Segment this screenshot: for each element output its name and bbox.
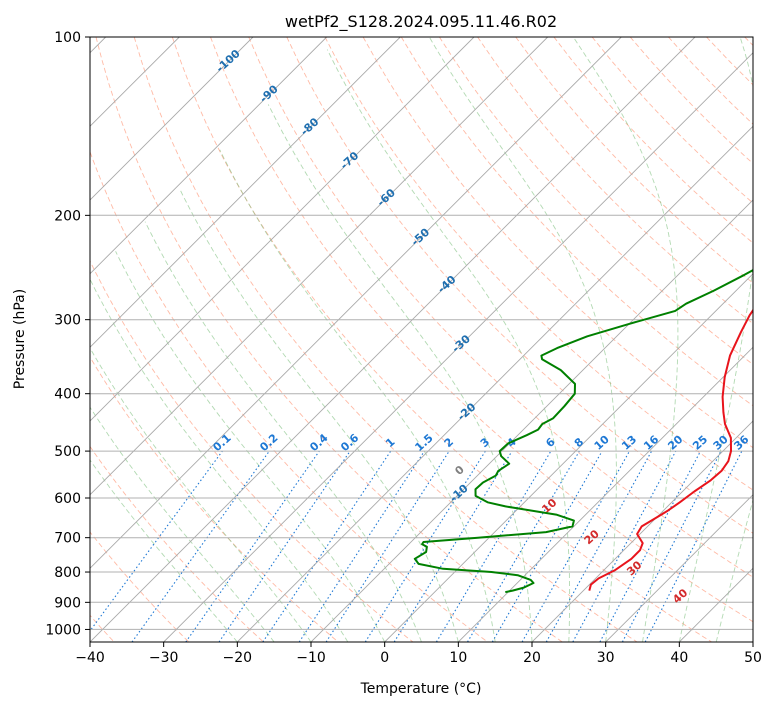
x-tick-label: 50 <box>744 650 762 666</box>
y-tick-label: 700 <box>54 531 81 547</box>
dry-adiabat-line <box>324 37 753 491</box>
moist-adiabat-line <box>715 498 753 642</box>
plot-frame <box>89 36 754 643</box>
isotherm-line <box>457 346 753 642</box>
dewpoint-profile-line <box>413 268 753 594</box>
y-tick-label: 600 <box>54 491 81 507</box>
y-tick-label: 100 <box>54 30 81 46</box>
y-tick-label: 1000 <box>45 622 81 638</box>
isotherm-line <box>236 125 753 642</box>
y-tick-label: 500 <box>54 444 81 460</box>
isotherm-line <box>90 37 254 201</box>
x-tick-label: 10 <box>449 650 467 666</box>
moist-adiabat-line <box>428 37 617 642</box>
moist-adiabat-line <box>326 49 571 642</box>
isotherm-line <box>163 52 753 642</box>
y-tick-label: 400 <box>54 387 81 403</box>
isotherms <box>90 37 753 642</box>
x-tick-label: −10 <box>296 650 326 666</box>
x-axis-label: Temperature (°C) <box>360 681 482 697</box>
x-tick-label: 30 <box>597 650 615 666</box>
moist-adiabat-line <box>90 278 349 642</box>
moist-adiabat-line <box>90 406 275 642</box>
dry-adiabat-line <box>90 531 190 642</box>
mixing-ratio-line <box>467 450 580 642</box>
dry-adiabat-line <box>90 259 414 642</box>
dry-adiabat-line <box>515 37 753 284</box>
moist-adiabat-line <box>267 104 533 642</box>
isotherm-line <box>310 199 753 642</box>
moist-adiabat-line <box>678 37 753 642</box>
dry-adiabat-line <box>90 356 339 642</box>
temperature-profile-line <box>588 308 753 591</box>
x-tick-label: −40 <box>75 650 105 666</box>
dry-adiabat-line <box>90 445 264 642</box>
y-axis-label: Pressure (hPa) <box>12 289 28 389</box>
mixing-ratio-line <box>491 450 603 642</box>
dry-adiabat-line <box>133 37 638 642</box>
dry-adiabat-line <box>171 37 712 642</box>
dry-adiabats <box>90 37 753 642</box>
dry-adiabat-line <box>248 37 753 578</box>
sounding-series <box>413 268 753 594</box>
mixing-ratio-line <box>218 450 351 642</box>
isotherm-line <box>384 273 753 642</box>
y-tick-label: 900 <box>54 595 81 611</box>
mixing-ratio-line <box>572 450 677 642</box>
mixing-ratio-line <box>393 450 513 642</box>
mixing-ratio-line <box>325 450 450 642</box>
mixing-ratio-line <box>185 450 320 642</box>
x-tick-label: 20 <box>523 650 541 666</box>
dry-adiabat-line <box>210 37 753 623</box>
dry-adiabat-line <box>477 37 753 325</box>
isotherm-line <box>531 420 753 642</box>
mixing-ratio-line <box>435 450 552 642</box>
y-tick-label: 300 <box>54 313 81 329</box>
moist-adiabat-line <box>178 188 459 642</box>
dry-adiabat-line <box>439 37 753 365</box>
x-tick-label: −30 <box>149 650 179 666</box>
isotherm-line <box>90 37 401 348</box>
moist-adiabat-line <box>115 251 386 642</box>
moist-adiabat-line <box>90 347 312 642</box>
moist-adiabat-line <box>90 459 238 642</box>
isotherm-line <box>90 37 475 422</box>
moist-adiabat-line <box>572 37 679 642</box>
dry-adiabat-line <box>286 37 753 534</box>
dry-adiabat-line <box>362 37 753 449</box>
mixing-ratio-line <box>521 450 630 642</box>
isotherm-line <box>90 37 328 275</box>
axes: −40 −30 −20 −10 0 10 20 30 40 50 100 200 300 400 500 60… <box>45 30 762 666</box>
dry-adiabat-line <box>90 150 488 642</box>
x-tick-label: 40 <box>670 650 688 666</box>
isotherm-line <box>90 37 696 642</box>
x-tick-label: −20 <box>223 650 253 666</box>
moist-adiabat-line <box>144 221 422 642</box>
y-tick-label: 200 <box>54 208 81 224</box>
isotherm-line <box>605 494 753 642</box>
x-tick-label: 0 <box>380 650 389 666</box>
isotherm-line <box>90 37 622 569</box>
chart-title: wetPf2_S128.2024.095.11.46.R02 <box>285 12 557 32</box>
isotherm-line <box>90 37 549 496</box>
y-tick-label: 800 <box>54 565 81 581</box>
dry-adiabat-line <box>95 37 563 642</box>
dry-adiabat-line <box>400 37 753 407</box>
